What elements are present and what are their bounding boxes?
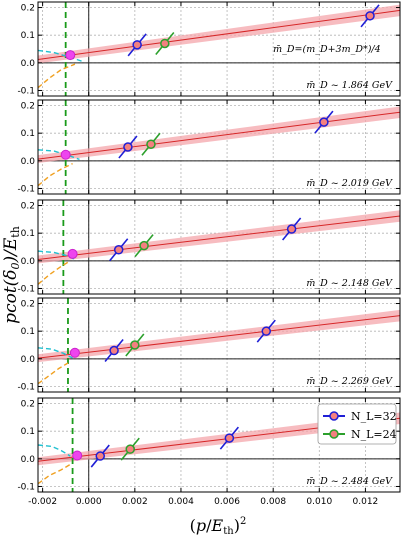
fit-error-band (38, 106, 400, 164)
panel-4: 0.2 0.1 0.0 -0.1 m̄_D ~ 2.269 GeV (17, 297, 401, 393)
panel-3: 0.2 0.1 0.0 -0.1 m̄_D ~ 2.148 GeV (17, 199, 401, 295)
x-tick-label: 0.010 (306, 497, 332, 507)
y-tick-label: -0.1 (17, 86, 35, 96)
y-tick-label: 0.1 (21, 129, 35, 139)
legend: N_L=32 N_L=24 (317, 403, 397, 445)
panel-frame (37, 1, 401, 97)
y-tick-label: -0.1 (17, 184, 35, 194)
y-tick-label: 0.1 (21, 31, 35, 41)
nl32-point (319, 117, 329, 127)
nl32-point (95, 451, 106, 461)
panel-frame (37, 99, 401, 195)
x-tick-label: 0.008 (260, 497, 286, 507)
legend-label: N_L=32 (351, 410, 397, 423)
y-tick-label: 0.2 (21, 400, 35, 410)
y-tick-label: -0.1 (17, 482, 35, 492)
y-tick-label: 0.2 (21, 102, 35, 112)
y-tick-label: 0.1 (21, 229, 35, 239)
y-tick-label: 0.0 (21, 157, 36, 167)
fit-error-band (38, 210, 400, 264)
extrapolated-point (69, 347, 80, 358)
y-tick-label: 0.0 (21, 257, 36, 267)
legend-swatch-marker (329, 429, 339, 439)
panel-1: 0.2 0.1 0.0 -0.1 m̄_D=(m_D+3m_D*)/4 m̄_D ~ 1.… (17, 1, 401, 97)
x-tick-label: 0.004 (168, 497, 194, 507)
nl32-point (224, 433, 235, 443)
extrapolated-point (60, 149, 71, 160)
fit-error-band (38, 309, 400, 363)
y-tick-label: 0.2 (21, 300, 35, 310)
cyan-curve (37, 49, 85, 63)
y-tick-label: 0.2 (21, 4, 35, 14)
mass-label: m̄_D ~ 2.148 GeV (306, 278, 393, 289)
x-tick-label: -0.002 (28, 497, 57, 507)
nl24-point (130, 340, 140, 350)
orange-curve (37, 162, 73, 187)
y-tick-label: 0.1 (21, 427, 35, 437)
panel-frame (37, 199, 401, 295)
nl24-point (146, 139, 156, 149)
y-tick-label: -0.1 (17, 382, 35, 392)
x-tick-label: 0.006 (214, 497, 240, 507)
mass-definition-note: m̄_D=(m_D+3m_D*)/4 (273, 44, 381, 55)
nl24-point (160, 38, 170, 49)
mass-label: m̄_D ~ 2.269 GeV (306, 376, 393, 387)
mass-label: m̄_D ~ 2.484 GeV (306, 476, 393, 487)
legend-swatch-marker (329, 411, 339, 421)
x-axis-label: (p/Eth)2 (190, 516, 247, 537)
y-tick-label: -0.1 (17, 284, 35, 294)
cyan-curve (37, 149, 80, 161)
fit-line (37, 315, 401, 359)
nl32-point (365, 11, 375, 21)
legend-label: N_L=24 (351, 428, 397, 441)
fit-error-band (38, 4, 400, 64)
nl32-point (113, 245, 124, 255)
mass-label: m̄_D ~ 2.019 GeV (306, 178, 393, 189)
panel-frame (37, 297, 401, 393)
y-tick-label: 0.0 (21, 355, 36, 365)
extrapolated-point (72, 450, 83, 461)
y-tick-label: 0.2 (21, 202, 35, 212)
extrapolated-point (67, 248, 78, 259)
nl32-point (109, 345, 119, 356)
y-axis-label: pcot(δ0)/Eth (1, 226, 22, 324)
x-tick-label: 0.000 (76, 497, 102, 507)
nl32-point (261, 326, 272, 336)
fit-line (37, 9, 401, 60)
x-tick-label: 0.002 (122, 497, 148, 507)
orange-curve (37, 63, 76, 89)
nl32-point (286, 224, 297, 234)
panel-frame (37, 397, 401, 493)
mass-label: m̄_D ~ 1.864 GeV (306, 80, 393, 91)
cyan-curve (37, 347, 73, 359)
orange-curve (37, 362, 69, 385)
panel-5: 0.2 0.1 0.0 -0.1 m̄_D ~ 2.484 GeV (17, 397, 401, 493)
y-tick-label: 0.1 (21, 327, 35, 337)
orange-curve (37, 463, 71, 485)
y-tick-label: 0.0 (21, 59, 36, 69)
fit-line (37, 215, 401, 260)
extrapolated-point (65, 50, 76, 61)
nl32-point (132, 40, 142, 50)
fit-line (37, 111, 401, 160)
cyan-curve (37, 444, 71, 457)
nl24-point (125, 444, 135, 454)
nl32-point (123, 142, 133, 152)
y-tick-label: 0.0 (21, 455, 36, 465)
panel-2: 0.2 0.1 0.0 -0.1 m̄_D ~ 2.019 GeV (17, 99, 401, 195)
x-tick-label: 0.012 (353, 497, 379, 507)
orange-curve (37, 260, 71, 285)
nl24-point (139, 240, 149, 251)
